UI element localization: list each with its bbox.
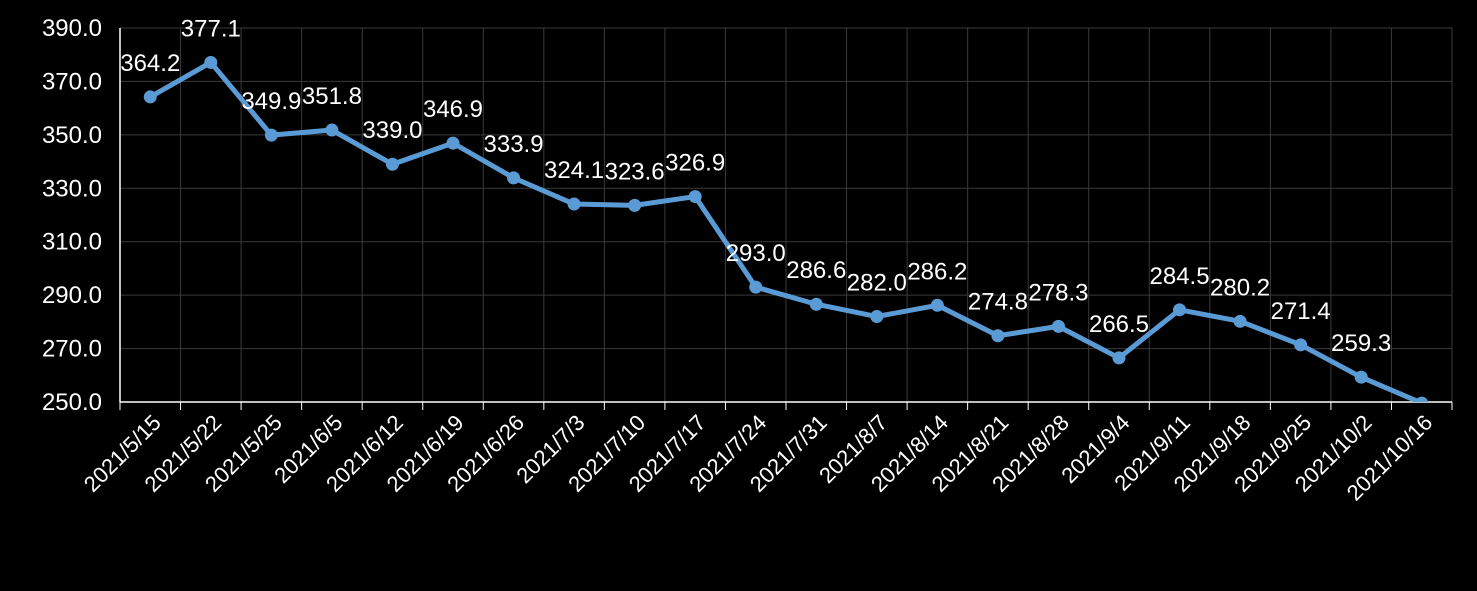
y-tick-label: 250.0 [42, 389, 102, 416]
data-label: 286.6 [786, 257, 846, 284]
marker [507, 171, 521, 185]
data-label: 266.5 [1089, 311, 1149, 338]
data-label: 339.0 [362, 117, 422, 144]
marker [930, 298, 944, 312]
y-tick-label: 350.0 [42, 122, 102, 149]
data-label: 284.5 [1150, 263, 1210, 290]
y-tick-label: 310.0 [42, 229, 102, 256]
y-tick-label: 330.0 [42, 175, 102, 202]
marker [385, 157, 399, 171]
y-tick-label: 290.0 [42, 282, 102, 309]
marker [143, 90, 157, 104]
data-label: 351.8 [302, 83, 362, 110]
marker [1233, 314, 1247, 328]
data-label: 282.0 [847, 270, 907, 297]
y-tick-label: 270.0 [42, 336, 102, 363]
data-label: 364.2 [120, 50, 180, 77]
marker [1415, 396, 1429, 402]
data-label: 333.9 [484, 131, 544, 158]
marker [325, 123, 339, 137]
data-label: 349.9 [241, 88, 301, 115]
marker [1112, 351, 1126, 365]
data-label: 346.9 [423, 96, 483, 123]
marker [688, 190, 702, 204]
marker [991, 329, 1005, 343]
data-label: 280.2 [1210, 274, 1270, 301]
marker [567, 197, 581, 211]
data-label: 278.3 [1028, 279, 1088, 306]
data-label: 286.2 [907, 258, 967, 285]
marker [1354, 370, 1368, 384]
data-label: 259.3 [1331, 330, 1391, 357]
data-label: 274.8 [968, 289, 1028, 316]
marker [1294, 338, 1308, 352]
marker [1051, 319, 1065, 333]
data-label: 293.0 [726, 240, 786, 267]
marker [204, 55, 218, 69]
marker [1173, 303, 1187, 317]
marker [446, 136, 460, 150]
y-tick-label: 370.0 [42, 68, 102, 95]
plot-area [143, 55, 1429, 402]
marker [749, 280, 763, 294]
marker [870, 310, 884, 324]
data-label: 271.4 [1271, 298, 1331, 325]
marker [809, 297, 823, 311]
data-label: 323.6 [605, 158, 665, 185]
marker [628, 198, 642, 212]
data-label: 377.1 [181, 15, 241, 42]
y-tick-label: 390.0 [42, 15, 102, 42]
data-label: 326.9 [665, 150, 725, 177]
data-label: 324.1 [544, 157, 604, 184]
line [149, 59, 1423, 402]
marker [264, 128, 278, 142]
